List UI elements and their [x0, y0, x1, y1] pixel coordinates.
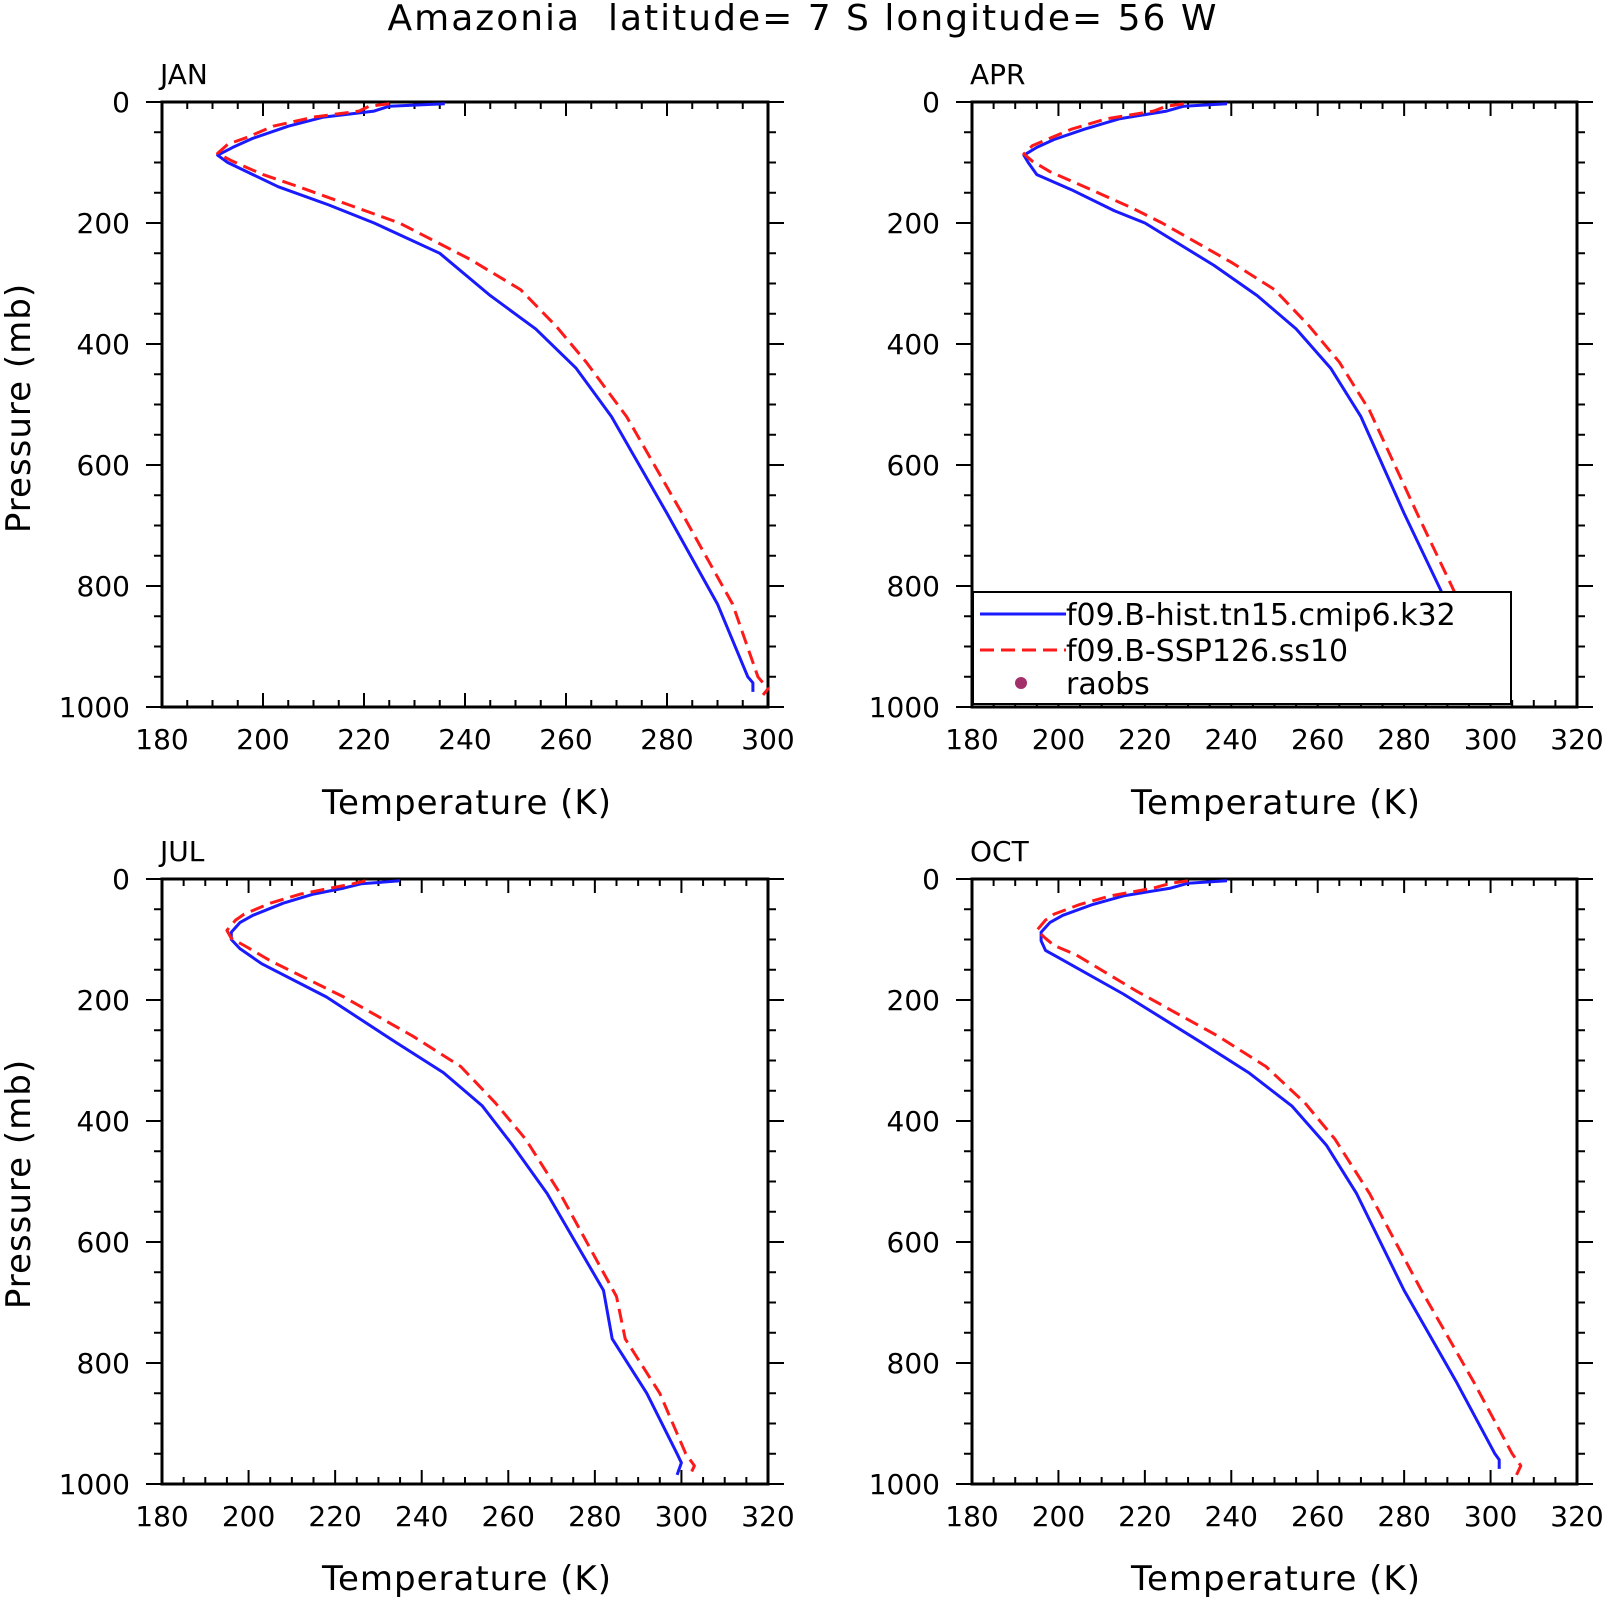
panel-apr: APR Temperature (K) 180 200 220 240 260 280 30…: [869, 58, 1604, 823]
y-tick-label: 0: [112, 86, 130, 119]
x-tick-label: 200: [1032, 723, 1085, 756]
x-tick-label: 180: [135, 723, 188, 756]
x-tick-label: 280: [640, 723, 693, 756]
x-tick-label: 300: [1464, 1500, 1517, 1533]
x-tick-label: 180: [945, 1500, 998, 1533]
x-tick-label: 240: [1205, 723, 1258, 756]
x-tick-label: 280: [1377, 723, 1430, 756]
figure-title: Amazonia latitude= 7 S longitude= 56 W: [388, 0, 1219, 39]
x-tick-label: 180: [135, 1500, 188, 1533]
x-tick-label: 260: [482, 1500, 535, 1533]
x-axis-label-jan: Temperature (K): [321, 783, 612, 823]
legend-label-raobs: raobs: [1066, 667, 1150, 702]
y-tick-label: 200: [77, 984, 130, 1017]
series-hist-line-jan: [216, 102, 755, 692]
y-tick-label: 400: [77, 328, 130, 361]
x-tick-label: 180: [945, 723, 998, 756]
x-tick-label: 220: [1118, 723, 1171, 756]
x-tick-label: 320: [1550, 723, 1603, 756]
x-tick-label: 260: [1291, 723, 1344, 756]
y-tick-label: 1000: [869, 1468, 940, 1501]
x-tick-label: 260: [539, 723, 592, 756]
y-tick-label: 200: [887, 984, 940, 1017]
legend-label-ssp: f09.B-SSP126.ss10: [1066, 634, 1348, 669]
legend: f09.B-hist.tn15.cmip6.k32 f09.B-SSP126.s…: [972, 591, 1512, 705]
y-tick-label: 400: [887, 328, 940, 361]
y-tick-label: 200: [77, 207, 130, 240]
x-axis-label-jul: Temperature (K): [321, 1559, 612, 1599]
series-ssp-line-apr: [1022, 102, 1493, 698]
y-tick-label: 600: [77, 1226, 130, 1259]
x-tick-label: 220: [308, 1500, 361, 1533]
panel-jan: JAN Temperature (K) Pressure (mb) 180 200…: [0, 58, 795, 823]
x-tick-label: 200: [236, 723, 289, 756]
y-tick-label: 1000: [59, 1468, 130, 1501]
x-tick-label: 220: [1118, 1500, 1171, 1533]
x-tick-label: 240: [395, 1500, 448, 1533]
y-axis-label-jan: Pressure (mb): [0, 283, 39, 533]
x-tick-label: 240: [1205, 1500, 1258, 1533]
x-tick-label: 320: [741, 1500, 794, 1533]
y-tick-label: 800: [77, 570, 130, 603]
y-tick-label: 0: [112, 863, 130, 896]
y-tick-label: 1000: [869, 691, 940, 724]
y-tick-label: 800: [887, 570, 940, 603]
x-tick-label: 200: [222, 1500, 275, 1533]
panel-label-jul: JUL: [158, 835, 205, 868]
x-axis-label-oct: Temperature (K): [1130, 1559, 1421, 1599]
panel-label-jan: JAN: [158, 58, 208, 91]
x-tick-label: 280: [568, 1500, 621, 1533]
y-tick-label: 600: [77, 449, 130, 482]
x-tick-label: 320: [1550, 1500, 1603, 1533]
y-tick-label: 800: [77, 1347, 130, 1380]
x-tick-label: 300: [655, 1500, 708, 1533]
series-ssp-line-jan: [216, 102, 770, 696]
panel-oct: OCT Temperature (K) 180 200 220 240 260 280 30…: [869, 835, 1604, 1599]
series-hist-line-jul: [229, 879, 683, 1476]
y-tick-label: 0: [922, 86, 940, 119]
x-tick-label: 300: [1464, 723, 1517, 756]
x-tick-label: 280: [1377, 1500, 1430, 1533]
series-hist-line-oct: [1039, 879, 1501, 1469]
y-tick-label: 0: [922, 863, 940, 896]
legend-box: [972, 591, 1512, 705]
x-tick-label: 200: [1032, 1500, 1085, 1533]
legend-marker-raobs: [1015, 677, 1027, 689]
x-tick-label: 260: [1291, 1500, 1344, 1533]
panel-label-oct: OCT: [970, 835, 1030, 868]
x-tick-label: 300: [741, 723, 794, 756]
series-ssp-line-jul: [225, 879, 696, 1476]
y-tick-label: 400: [77, 1105, 130, 1138]
panel-jul: JUL Temperature (K) Pressure (mb) 180 200…: [0, 835, 795, 1599]
legend-label-hist: f09.B-hist.tn15.cmip6.k32: [1066, 598, 1456, 633]
y-tick-label: 400: [887, 1105, 940, 1138]
y-axis-label-jul: Pressure (mb): [0, 1059, 39, 1309]
x-tick-label: 240: [438, 723, 491, 756]
y-tick-label: 600: [887, 449, 940, 482]
plot-frame-jan: [160, 100, 770, 709]
panel-label-apr: APR: [970, 58, 1026, 91]
x-tick-label: 220: [337, 723, 390, 756]
series-ssp-line-oct: [1035, 879, 1523, 1476]
y-tick-label: 600: [887, 1226, 940, 1259]
y-tick-label: 1000: [59, 691, 130, 724]
y-tick-label: 200: [887, 207, 940, 240]
series-hist-line-apr: [1022, 102, 1484, 692]
plot-frame-jul: [160, 877, 770, 1486]
plot-frame-oct: [970, 877, 1579, 1486]
y-tick-label: 800: [887, 1347, 940, 1380]
x-axis-label-apr: Temperature (K): [1130, 783, 1421, 823]
